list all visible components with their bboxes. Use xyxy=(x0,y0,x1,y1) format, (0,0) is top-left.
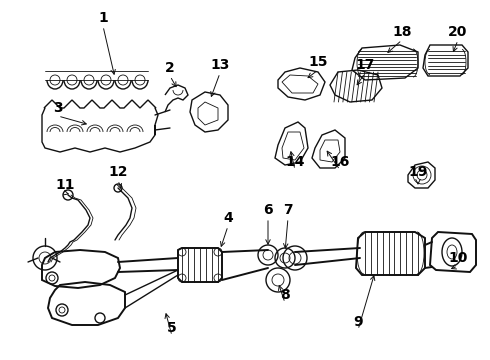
Text: 5: 5 xyxy=(167,321,177,335)
Text: 10: 10 xyxy=(448,251,467,265)
Text: 19: 19 xyxy=(408,165,428,179)
Text: 3: 3 xyxy=(53,101,63,115)
Text: 15: 15 xyxy=(308,55,328,69)
Text: 2: 2 xyxy=(165,61,175,75)
Text: 14: 14 xyxy=(285,155,305,169)
Text: 18: 18 xyxy=(392,25,412,39)
Text: 20: 20 xyxy=(448,25,467,39)
Text: 1: 1 xyxy=(98,11,108,25)
Text: 6: 6 xyxy=(263,203,273,217)
Text: 7: 7 xyxy=(283,203,293,217)
Text: 9: 9 xyxy=(353,315,363,329)
Text: 8: 8 xyxy=(280,288,290,302)
Text: 17: 17 xyxy=(355,58,375,72)
Text: 13: 13 xyxy=(210,58,230,72)
Text: 12: 12 xyxy=(108,165,128,179)
Text: 11: 11 xyxy=(55,178,75,192)
Text: 4: 4 xyxy=(223,211,233,225)
Text: 16: 16 xyxy=(330,155,350,169)
